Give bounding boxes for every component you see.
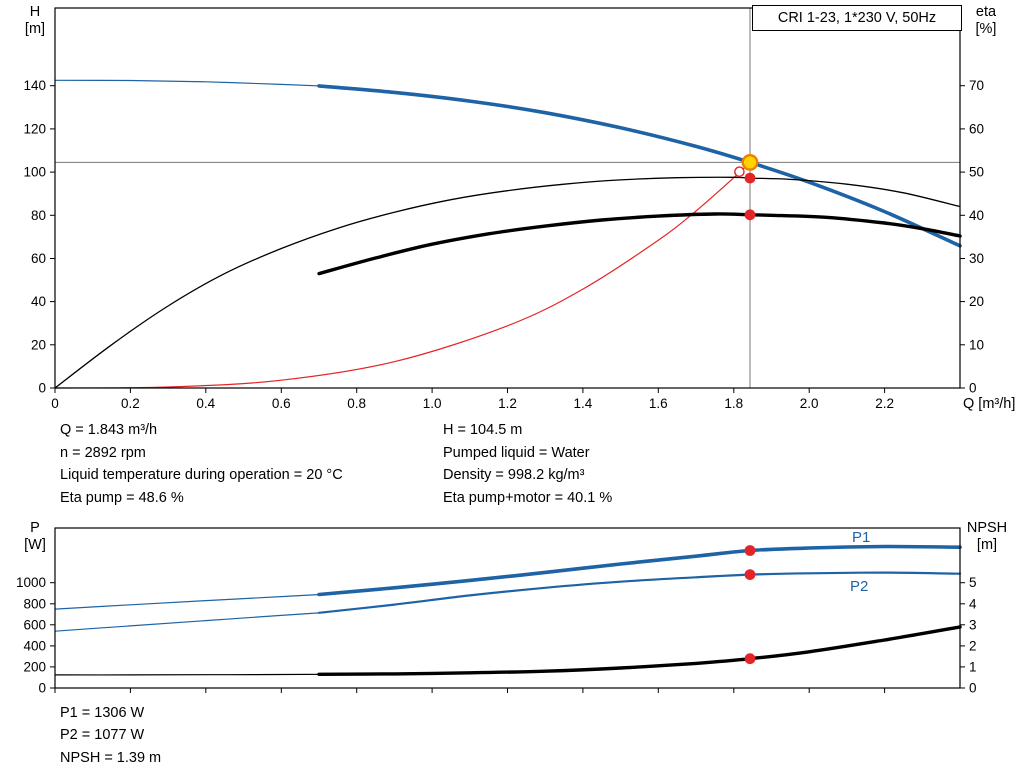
h-axis-symbol: H	[29, 4, 41, 20]
x-tick-label: 2.2	[875, 396, 894, 411]
eta-axis-label: eta [%]	[963, 4, 1009, 38]
duty-info-right: H = 104.5 m Pumped liquid = Water Densit…	[443, 419, 612, 509]
x-tick-label: 1.0	[423, 396, 442, 411]
footer-npsh: NPSH = 1.39 m	[60, 749, 162, 766]
eta-axis-symbol: eta	[975, 4, 997, 20]
y-right-tick-label: 4	[969, 596, 977, 611]
p-axis-label: P [W]	[18, 520, 52, 554]
x-tick-label: 2.0	[800, 396, 819, 411]
x-tick-label: 0.6	[272, 396, 291, 411]
y-right-tick-label: 5	[969, 575, 977, 590]
y-left-tick-label: 40	[31, 294, 46, 309]
y-left-tick-label: 60	[31, 251, 46, 266]
footer-p2: P2 = 1077 W	[60, 727, 145, 744]
system-curve	[54, 161, 751, 389]
y-left-tick-label: 0	[38, 381, 46, 396]
y-right-tick-label: 1	[969, 659, 977, 674]
x-tick-label: 0.4	[196, 396, 215, 411]
y-right-tick-label: 20	[969, 294, 984, 309]
y-right-tick-label: 60	[969, 121, 984, 136]
info-q: Q = 1.843 m³/h	[60, 422, 158, 438]
p2-curve-label: P2	[850, 578, 869, 595]
y-right-tick-label: 0	[969, 681, 977, 696]
p-axis-unit: [W]	[24, 537, 46, 553]
info-eta-total: Eta pump+motor = 40.1 %	[443, 489, 613, 506]
qh-curve-thin	[54, 79, 328, 87]
npsh-axis-label: NPSH [m]	[961, 520, 1013, 554]
p-axis-symbol: P	[30, 520, 40, 536]
y-right-tick-label: 50	[969, 165, 984, 180]
pump-model-title: CRI 1-23, 1*230 V, 50Hz	[752, 5, 962, 31]
y-right-tick-label: 2	[969, 638, 977, 653]
y-right-tick-label: 40	[969, 208, 984, 223]
curve-point-marker	[744, 172, 756, 184]
y-left-tick-label: 0	[38, 681, 46, 696]
npsh-curve	[317, 625, 962, 676]
y-left-tick-label: 100	[23, 165, 46, 180]
curve-point-marker	[744, 545, 756, 556]
y-right-tick-label: 10	[969, 337, 984, 352]
p2-curve	[317, 571, 962, 614]
y-left-tick-label: 120	[23, 121, 46, 136]
info-pumped-liquid: Pumped liquid = Water	[443, 444, 590, 461]
qh-curve	[317, 84, 962, 248]
x-tick-label: 0.8	[347, 396, 366, 411]
info-eta-pump: Eta pump = 48.6 %	[60, 489, 184, 506]
p1-curve	[317, 544, 962, 597]
y-left-tick-label: 400	[23, 638, 46, 653]
p2-curve-thin	[54, 611, 328, 632]
power-npsh-chart: 0 200 400 600 800 1000 0 1 2 3 4 5	[16, 527, 977, 696]
y-left-tick-label: 200	[23, 659, 46, 674]
y-right-tick-label: 0	[969, 381, 977, 396]
p1-curve-thin	[54, 593, 328, 610]
y-left-tick-label: 80	[31, 208, 46, 223]
x-tick-label: 1.8	[724, 396, 743, 411]
curve-point-marker	[744, 569, 756, 580]
open-point-marker	[734, 166, 745, 177]
x-tick-label: 1.2	[498, 396, 517, 411]
hq-eta-chart: 0 0.2 0.4 0.6 0.8 1.0 1.2 1.4 1.6 1.8 2.0 2.2 0 20 40 6…	[23, 7, 984, 411]
chart-frame	[54, 7, 961, 389]
y-left-tick-label: 20	[31, 337, 46, 352]
npsh-axis-unit: [m]	[976, 537, 998, 553]
h-axis-unit: [m]	[24, 21, 46, 37]
info-liquid-temp: Liquid temperature during operation = 20…	[60, 467, 343, 484]
info-speed: n = 2892 rpm	[60, 444, 146, 461]
info-h: H = 104.5 m	[443, 422, 523, 438]
x-tick-label: 1.6	[649, 396, 668, 411]
y-right-tick-label: 30	[969, 251, 984, 266]
x-tick-label: 0	[51, 396, 59, 411]
curve-point-marker	[744, 209, 756, 221]
eta-pump-curve	[54, 176, 961, 389]
y-right-tick-label: 3	[969, 617, 977, 632]
x-tick-label: 0.2	[121, 396, 140, 411]
y-left-tick-label: 800	[23, 596, 46, 611]
p1-curve-label: P1	[852, 529, 871, 546]
chart-frame	[54, 527, 961, 689]
result-text: P1 = 1306 W P2 = 1077 W NPSH = 1.39 m	[60, 702, 161, 769]
npsh-axis-symbol: NPSH	[966, 520, 1008, 536]
curve-point-marker	[744, 653, 756, 665]
q-axis-unit: Q [m³/h]	[963, 396, 1016, 412]
npsh-curve-thin	[54, 673, 328, 676]
duty-point-marker	[741, 153, 759, 171]
y-left-tick-label: 1000	[16, 575, 46, 590]
eta-pump-motor-curve	[317, 212, 962, 276]
info-density: Density = 998.2 kg/m³	[443, 467, 585, 484]
y-right-tick-label: 70	[969, 78, 984, 93]
y-left-tick-label: 140	[23, 78, 46, 93]
eta-axis-unit: [%]	[975, 21, 997, 37]
x-tick-label: 1.4	[574, 396, 593, 411]
duty-info-left: Q = 1.843 m³/h n = 2892 rpm Liquid tempe…	[60, 419, 343, 509]
h-axis-label: H [m]	[18, 4, 52, 38]
footer-p1: P1 = 1306 W	[60, 705, 145, 721]
y-left-tick-label: 600	[23, 617, 46, 632]
